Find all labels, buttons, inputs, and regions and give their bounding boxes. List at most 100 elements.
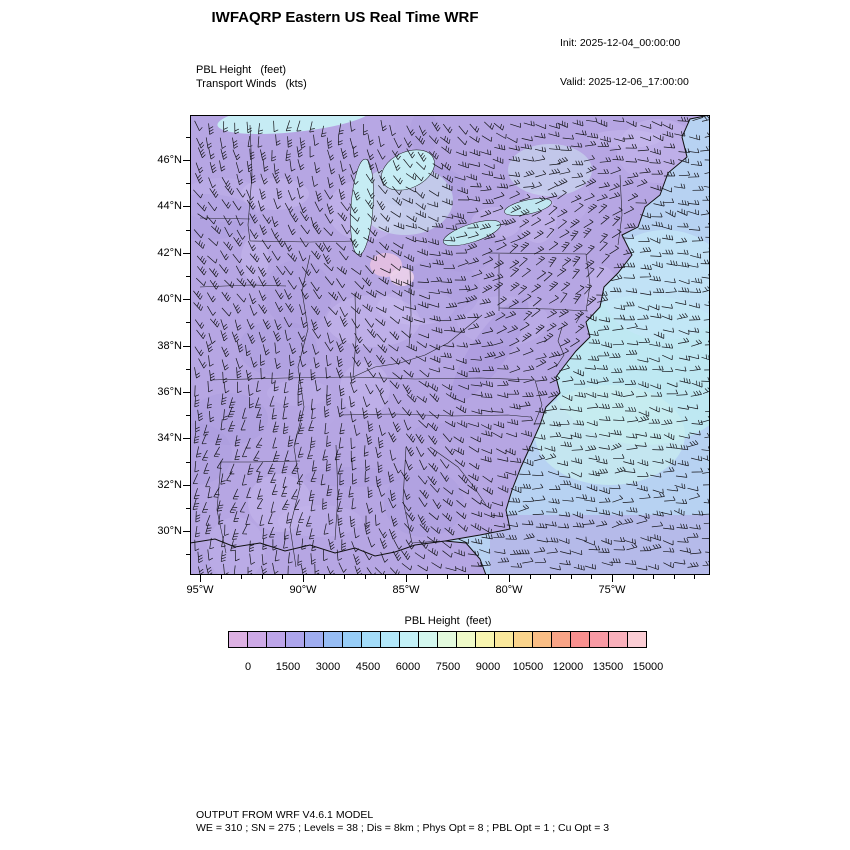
lon-tick-mark (385, 575, 387, 579)
lat-tick-mark (183, 392, 190, 393)
valid-timestamp: Valid: 2025-12-06_17:00:00 (560, 76, 689, 88)
lon-tick-mark (261, 575, 263, 579)
map-area (190, 115, 710, 575)
lat-tick-mark (186, 368, 190, 370)
colorbar-segment (304, 631, 324, 648)
lon-tick-mark (632, 575, 634, 579)
colorbar-segment (532, 631, 552, 648)
lon-tick-mark (467, 575, 469, 579)
colorbar-segment (418, 631, 438, 648)
colorbar-title: PBL Height (feet) (404, 615, 492, 627)
colorbar-segment (228, 631, 248, 648)
colorbar-segment (361, 631, 381, 648)
map-frame (190, 115, 710, 575)
colorbar-segment (323, 631, 343, 648)
lon-tick-mark (570, 575, 572, 579)
lon-tick-mark (282, 575, 284, 579)
wind-barbs-layer (192, 115, 710, 575)
lon-tick-mark (673, 575, 675, 579)
init-timestamp: Init: 2025-12-04_00:00:00 (560, 37, 681, 49)
colorbar-segment (437, 631, 457, 648)
lat-tick-mark (186, 322, 190, 324)
lon-tick-mark (612, 575, 613, 582)
field-label: PBL Height (feet) (196, 64, 287, 76)
lon-tick-mark (653, 575, 655, 579)
lon-tick-label: 85°W (392, 584, 420, 596)
colorbar-segment (380, 631, 400, 648)
lat-tick-mark (183, 531, 190, 533)
lat-tick-label: 38°N (157, 339, 182, 352)
lat-tick-mark (186, 508, 190, 509)
lat-tick-mark (183, 345, 190, 347)
colorbar-tick-label: 1500 (275, 661, 301, 673)
colorbar-segment (266, 631, 286, 648)
lat-tick-mark (186, 415, 190, 417)
colorbar-tick-label: 6000 (395, 661, 421, 673)
lon-tick-mark (447, 575, 449, 579)
lon-tick-mark (591, 575, 593, 579)
footer-config-line: WE = 310 ; SN = 275 ; Levels = 38 ; Dis … (196, 822, 610, 834)
lat-tick-label: 40°N (157, 293, 182, 306)
colorbar-segment (513, 631, 533, 648)
colorbar-tick-label: 15000 (632, 661, 664, 673)
colorbar-tick-label: 13500 (592, 661, 624, 673)
lat-tick-label: 44°N (157, 200, 182, 213)
colorbar-segment (627, 631, 647, 648)
weather-map (190, 115, 710, 575)
colorbar-segment (608, 631, 628, 648)
lat-tick-mark (186, 276, 190, 277)
lat-tick-mark (183, 206, 190, 208)
lat-tick-mark (183, 252, 190, 254)
lon-tick-mark (488, 575, 490, 579)
lon-tick-label: 90°W (289, 584, 317, 596)
lon-tick-mark (550, 575, 552, 579)
lat-tick-mark (186, 183, 190, 185)
lat-tick-label: 42°N (157, 246, 182, 259)
colorbar-segment (570, 631, 590, 648)
pbl-fill-layer (190, 115, 710, 575)
colorbar-segment (494, 631, 514, 648)
lat-tick-mark (183, 299, 190, 301)
lat-tick-label: 46°N (157, 154, 182, 166)
colorbar (228, 631, 647, 648)
colorbar-tick-label: 12000 (552, 661, 584, 673)
lon-tick-mark (406, 575, 407, 582)
lon-tick-mark (303, 575, 304, 582)
lon-tick-label: 95°W (186, 584, 214, 596)
lon-tick-label: 80°W (495, 584, 523, 596)
colorbar-segment (247, 631, 267, 648)
colorbar-tick-label: 4500 (355, 661, 381, 673)
lat-tick-label: 32°N (157, 478, 182, 491)
lat-tick-mark (183, 484, 190, 486)
lon-tick-mark (529, 575, 531, 579)
lat-tick-mark (186, 229, 190, 231)
lon-tick-mark (241, 575, 243, 579)
colorbar-segment (456, 631, 476, 648)
lon-tick-mark (426, 575, 428, 579)
lat-tick-mark (183, 438, 190, 440)
colorbar-segment (342, 631, 362, 648)
plot-title: IWFAQRP Eastern US Real Time WRF (211, 9, 479, 26)
lat-tick-mark (186, 554, 190, 556)
lon-tick-mark (509, 575, 510, 582)
colorbar-segment (285, 631, 305, 648)
colorbar-segment (475, 631, 495, 648)
lat-tick-mark (186, 461, 190, 463)
colorbar-tick-label: 10500 (512, 661, 544, 673)
lon-tick-mark (364, 575, 366, 579)
colorbar-tick-label: 9000 (475, 661, 501, 673)
lon-tick-mark (220, 575, 222, 579)
colorbar-tick-label: 3000 (315, 661, 341, 673)
lon-tick-mark (344, 575, 346, 579)
footer-model-line: OUTPUT FROM WRF V4.6.1 MODEL (196, 809, 374, 821)
colorbar-tick-label: 0 (244, 661, 252, 673)
lon-tick-mark (200, 575, 201, 582)
winds-label: Transport Winds (kts) (196, 78, 307, 90)
lat-tick-mark (183, 160, 190, 161)
colorbar-tick-label: 7500 (435, 661, 461, 673)
colorbar-segment (399, 631, 419, 648)
lat-tick-mark (186, 136, 190, 138)
lon-tick-mark (694, 575, 696, 579)
lat-tick-label: 30°N (157, 525, 182, 538)
